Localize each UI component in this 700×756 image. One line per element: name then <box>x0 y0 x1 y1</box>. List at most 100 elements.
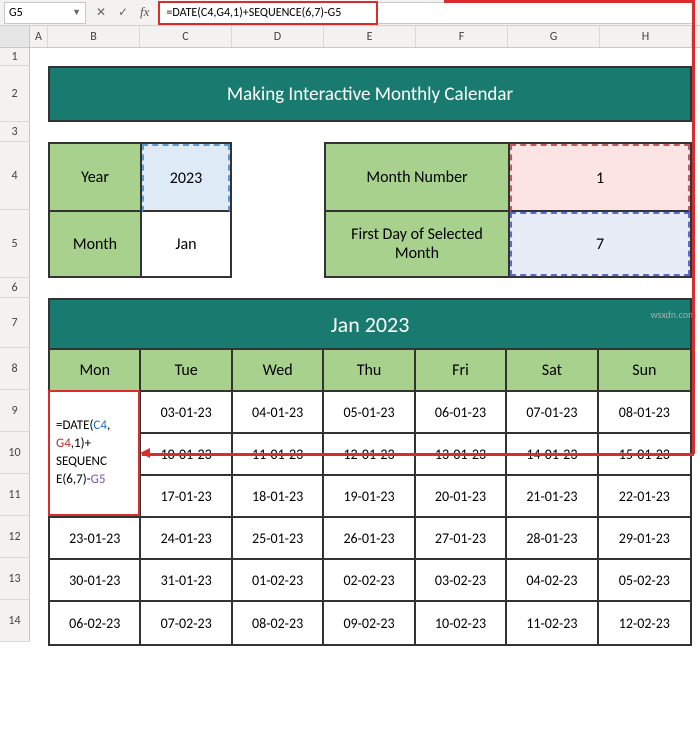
cal-cell[interactable]: 22-01-23 <box>599 476 690 518</box>
row-header[interactable]: 7 <box>0 298 30 348</box>
arrow-head-icon <box>140 448 150 458</box>
cal-cell[interactable]: 31-01-23 <box>141 560 232 602</box>
cal-cell[interactable]: 26-01-23 <box>324 518 415 560</box>
col-header[interactable]: H <box>600 26 692 47</box>
info-table-right: Month Number 1 First Day of Selected Mon… <box>324 142 692 278</box>
cal-cell[interactable]: 04-01-23 <box>233 392 324 434</box>
cal-cell[interactable]: 08-01-23 <box>599 392 690 434</box>
cal-cell[interactable]: 02-02-23 <box>324 560 415 602</box>
arrow-line <box>692 0 695 454</box>
cal-cell[interactable]: 15-01-23 <box>599 434 690 476</box>
cal-cell[interactable]: 21-01-23 <box>507 476 598 518</box>
cal-cell[interactable]: 28-01-23 <box>507 518 598 560</box>
cal-cell[interactable]: 11-02-23 <box>507 602 598 644</box>
cal-cell[interactable]: 07-01-23 <box>507 392 598 434</box>
cal-cell[interactable]: 25-01-23 <box>233 518 324 560</box>
row-header[interactable]: 2 <box>0 66 30 122</box>
day-header: Mon <box>50 350 141 392</box>
col-header[interactable]: B <box>48 26 140 47</box>
col-header[interactable]: D <box>232 26 324 47</box>
row-header[interactable]: 11 <box>0 474 30 516</box>
info-table-left: Year 2023 Month Jan <box>48 142 232 278</box>
cal-cell[interactable]: 05-02-23 <box>599 560 690 602</box>
cal-cell[interactable]: 11-01-23 <box>233 434 324 476</box>
cal-cell[interactable]: 06-01-23 <box>416 392 507 434</box>
cancel-icon[interactable]: ✕ <box>92 4 110 22</box>
cal-cell[interactable]: 10-02-23 <box>416 602 507 644</box>
month-number-label: Month Number <box>326 144 510 212</box>
month-number-value[interactable]: 1 <box>510 144 690 212</box>
cal-cell[interactable]: 05-01-23 <box>324 392 415 434</box>
cal-cell[interactable]: 24-01-23 <box>141 518 232 560</box>
col-header[interactable]: C <box>140 26 232 47</box>
name-box[interactable]: G5 ▼ <box>4 2 86 24</box>
cal-cell[interactable]: 19-01-23 <box>324 476 415 518</box>
t: SEQUENC <box>56 453 132 471</box>
calendar-table: Mon Tue Wed Thu Fri Sat Sun 03-01-2304-0… <box>48 348 692 646</box>
cal-cell[interactable]: 27-01-23 <box>416 518 507 560</box>
t: , <box>107 418 110 433</box>
row-header[interactable]: 13 <box>0 558 30 600</box>
year-label: Year <box>50 144 142 212</box>
row-header[interactable]: 10 <box>0 432 30 474</box>
cal-cell[interactable]: 03-01-23 <box>141 392 232 434</box>
day-header: Thu <box>324 350 415 392</box>
cal-cell[interactable]: 18-01-23 <box>233 476 324 518</box>
day-header: Sat <box>507 350 598 392</box>
row-headers: 1 2 3 4 5 6 7 8 9 10 11 12 13 14 <box>0 48 30 642</box>
day-header: Wed <box>233 350 324 392</box>
cal-cell[interactable]: 04-02-23 <box>507 560 598 602</box>
row-header[interactable]: 1 <box>0 48 30 66</box>
chevron-down-icon[interactable]: ▼ <box>72 7 81 18</box>
row-header[interactable]: 6 <box>0 278 30 298</box>
cal-cell[interactable]: 14-01-23 <box>507 434 598 476</box>
row-header[interactable]: 8 <box>0 348 30 390</box>
cal-cell[interactable]: 23-01-23 <box>50 518 141 560</box>
row-header[interactable]: 3 <box>0 122 30 142</box>
col-header[interactable]: E <box>324 26 416 47</box>
cal-cell[interactable]: 20-01-23 <box>416 476 507 518</box>
worksheet-grid: 1 2 3 4 5 6 7 8 9 10 11 12 13 14 Making … <box>0 48 700 642</box>
col-header[interactable]: G <box>508 26 600 47</box>
col-header[interactable]: F <box>416 26 508 47</box>
column-headers: A B C D E F G H <box>0 26 700 48</box>
watermark: wsxdn.com <box>651 308 696 321</box>
cal-cell[interactable]: 07-02-23 <box>141 602 232 644</box>
day-header: Tue <box>141 350 232 392</box>
page-title: Making Interactive Monthly Calendar <box>48 66 692 122</box>
row-header[interactable]: 14 <box>0 600 30 642</box>
cal-cell[interactable]: 03-02-23 <box>416 560 507 602</box>
ref-c4: C4 <box>93 418 107 433</box>
cal-cell[interactable]: 12-01-23 <box>324 434 415 476</box>
cells-area[interactable]: Making Interactive Monthly Calendar Year… <box>30 48 700 642</box>
cal-cell[interactable]: 09-02-23 <box>324 602 415 644</box>
cal-cell[interactable]: 08-02-23 <box>233 602 324 644</box>
formula-bar-row: G5 ▼ ✕ ✓ fx =DATE(C4,G4,1)+SEQUENCE(6,7)… <box>0 0 700 26</box>
cal-cell[interactable]: 06-02-23 <box>50 602 141 644</box>
cal-cell[interactable]: 01-02-23 <box>233 560 324 602</box>
cal-cell[interactable]: 30-01-23 <box>50 560 141 602</box>
ref-g4: G4 <box>56 436 71 451</box>
enter-icon[interactable]: ✓ <box>114 4 132 22</box>
t: ,1)+ <box>71 436 91 451</box>
day-header: Sun <box>599 350 690 392</box>
year-value[interactable]: 2023 <box>142 144 230 212</box>
month-value[interactable]: Jan <box>142 212 230 276</box>
cal-cell[interactable]: 29-01-23 <box>599 518 690 560</box>
row-header[interactable]: 12 <box>0 516 30 558</box>
row-header[interactable]: 4 <box>0 142 30 210</box>
calendar-title: Jan 2023 <box>48 298 692 348</box>
col-header[interactable]: A <box>30 26 48 47</box>
cal-cell[interactable]: 12-02-23 <box>599 602 690 644</box>
row-header[interactable]: 5 <box>0 210 30 278</box>
formula-overlay-cell[interactable]: =DATE(C4, G4,1)+ SEQUENC E(6,7)-G5 <box>48 390 140 516</box>
first-day-value[interactable]: 7 <box>510 212 690 276</box>
cal-cell[interactable]: 10-01-23 <box>141 434 232 476</box>
row-header[interactable]: 9 <box>0 390 30 432</box>
formula-bar[interactable]: =DATE(C4,G4,1)+SEQUENCE(6,7)-G5 <box>159 2 694 24</box>
cal-cell[interactable]: 13-01-23 <box>416 434 507 476</box>
fx-icon[interactable]: fx <box>136 4 153 22</box>
cal-cell[interactable]: 17-01-23 <box>141 476 232 518</box>
select-all-corner[interactable] <box>0 26 30 47</box>
day-header: Fri <box>416 350 507 392</box>
